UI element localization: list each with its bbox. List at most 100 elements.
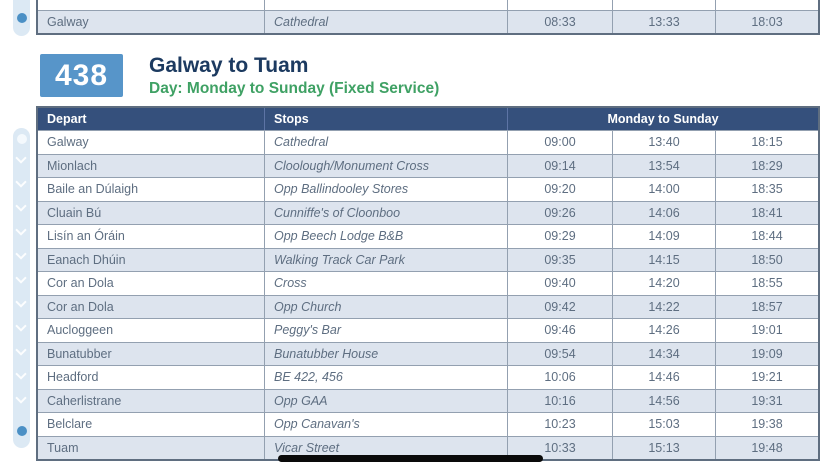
chevron-down-icon <box>14 392 27 404</box>
time-cell: 09:46 <box>507 319 612 342</box>
time-cell: 14:00 <box>612 178 715 201</box>
time-cell: 09:54 <box>507 342 612 365</box>
route-day-label: Day: Monday to Sunday (Fixed Service) <box>149 80 440 97</box>
time-cell: 14:20 <box>612 272 715 295</box>
timetable-body: Galway Cathedral 09:00 13:40 18:15 Mionlach Cl… <box>38 130 818 459</box>
time-cell: 18:50 <box>715 248 818 271</box>
time-cell: 14:09 <box>612 225 715 248</box>
table-row: Tuam Vicar Street 10:33 15:13 19:48 <box>38 435 818 459</box>
table-row <box>38 0 818 10</box>
depart-cell: Mionlach <box>47 158 98 173</box>
table-row: Bunatubber Bunatubber House 09:54 14:34 19:0… <box>38 341 818 365</box>
time-cell <box>507 0 612 10</box>
time-cell: 09:00 <box>507 131 612 154</box>
time-cell: 14:56 <box>612 389 715 412</box>
chevron-down-icon <box>14 272 27 284</box>
chevron-down-icon <box>14 248 27 260</box>
depart-cell: Headford <box>47 370 99 385</box>
stop-cell: Cunniffe's of Cloonboo <box>264 201 507 224</box>
stop-cell: Opp Ballindooley Stores <box>264 178 507 201</box>
home-indicator-bar[interactable] <box>278 455 543 462</box>
time-cell: 13:40 <box>612 131 715 154</box>
time-cell: 18:41 <box>715 201 818 224</box>
depart-cell: Eanach Dhúin <box>47 252 126 267</box>
table-row: Headford BE 422, 456 10:06 14:46 19:21 <box>38 365 818 389</box>
time-cell: 15:13 <box>612 436 715 459</box>
column-header-depart: Depart <box>47 112 87 126</box>
chevron-down-icon <box>14 224 27 236</box>
stop-cell: Peggy's Bar <box>264 319 507 342</box>
column-header-times-group: Monday to Sunday <box>507 108 818 130</box>
time-cell <box>715 0 818 10</box>
depart-cell: Belclare <box>47 417 93 432</box>
time-cell: 13:54 <box>612 154 715 177</box>
time-cell: 09:40 <box>507 272 612 295</box>
stop-cell: Walking Track Car Park <box>264 248 507 271</box>
time-cell: 19:38 <box>715 413 818 436</box>
route-header: 438 Galway to Tuam Day: Monday to Sunday… <box>40 54 439 99</box>
route-number-badge: 438 <box>40 54 123 97</box>
stop-cell: BE 422, 456 <box>264 366 507 389</box>
route-line-ribbon <box>13 128 30 448</box>
time-cell: 09:35 <box>507 248 612 271</box>
chevron-down-icon <box>14 320 27 332</box>
depart-cell: Cor an Dola <box>47 276 114 291</box>
time-cell: 14:22 <box>612 295 715 318</box>
chevron-down-icon <box>14 368 27 380</box>
column-header-stops: Stops <box>264 108 507 130</box>
time-cell: 18:03 <box>715 11 818 33</box>
time-cell: 09:26 <box>507 201 612 224</box>
chevron-down-icon <box>14 200 27 212</box>
stop-cell <box>264 0 507 10</box>
chevron-down-icon <box>14 296 27 308</box>
table-row: Eanach Dhúin Walking Track Car Park 09:35 1… <box>38 247 818 271</box>
stop-cell: Cloolough/Monument Cross <box>264 154 507 177</box>
time-cell: 18:35 <box>715 178 818 201</box>
time-cell: 15:03 <box>612 413 715 436</box>
stop-cell: Opp Beech Lodge B&B <box>264 225 507 248</box>
stop-cell: Opp Canavan's <box>264 413 507 436</box>
route-title: Galway to Tuam <box>149 54 309 77</box>
time-cell: 19:01 <box>715 319 818 342</box>
time-cell <box>612 0 715 10</box>
time-cell: 09:42 <box>507 295 612 318</box>
stop-cell: Cross <box>264 272 507 295</box>
depart-cell: Galway <box>47 15 89 29</box>
time-cell: 18:55 <box>715 272 818 295</box>
table-row: Mionlach Cloolough/Monument Cross 09:14 13:… <box>38 153 818 177</box>
time-cell: 18:44 <box>715 225 818 248</box>
time-cell: 14:26 <box>612 319 715 342</box>
table-row: Baile an Dúlaigh Opp Ballindooley Stores 0… <box>38 177 818 201</box>
chevron-down-icon <box>14 152 27 164</box>
time-cell: 18:29 <box>715 154 818 177</box>
time-cell: 10:23 <box>507 413 612 436</box>
time-cell: 09:20 <box>507 178 612 201</box>
depart-cell: Aucloggeen <box>47 323 114 338</box>
time-cell: 10:06 <box>507 366 612 389</box>
stop-cell: Bunatubber House <box>264 342 507 365</box>
time-cell: 10:16 <box>507 389 612 412</box>
stop-cell: Opp Church <box>264 295 507 318</box>
time-cell: 09:14 <box>507 154 612 177</box>
time-cell: 19:09 <box>715 342 818 365</box>
table-row: Caherlistrane Opp GAA 10:16 14:56 19:31 <box>38 388 818 412</box>
depart-cell: Galway <box>47 135 89 150</box>
time-cell: 14:06 <box>612 201 715 224</box>
depart-cell: Cor an Dola <box>47 299 114 314</box>
table-row: Cor an Dola Opp Church 09:42 14:22 18:57 <box>38 294 818 318</box>
time-cell: 13:33 <box>612 11 715 33</box>
time-cell: 08:33 <box>507 11 612 33</box>
time-cell: 10:33 <box>507 436 612 459</box>
time-cell: 14:15 <box>612 248 715 271</box>
chevron-down-icon <box>14 344 27 356</box>
stop-cell: Opp GAA <box>264 389 507 412</box>
time-cell: 19:31 <box>715 389 818 412</box>
time-cell: 19:48 <box>715 436 818 459</box>
table-row: Aucloggeen Peggy's Bar 09:46 14:26 19:01 <box>38 318 818 342</box>
depart-cell: Tuam <box>47 440 79 455</box>
time-cell: 09:29 <box>507 225 612 248</box>
route-stop-dot <box>16 13 27 23</box>
table-row: Galway Cathedral 08:33 13:33 18:03 <box>38 10 818 33</box>
depart-cell: Lisín an Óráin <box>47 229 125 244</box>
